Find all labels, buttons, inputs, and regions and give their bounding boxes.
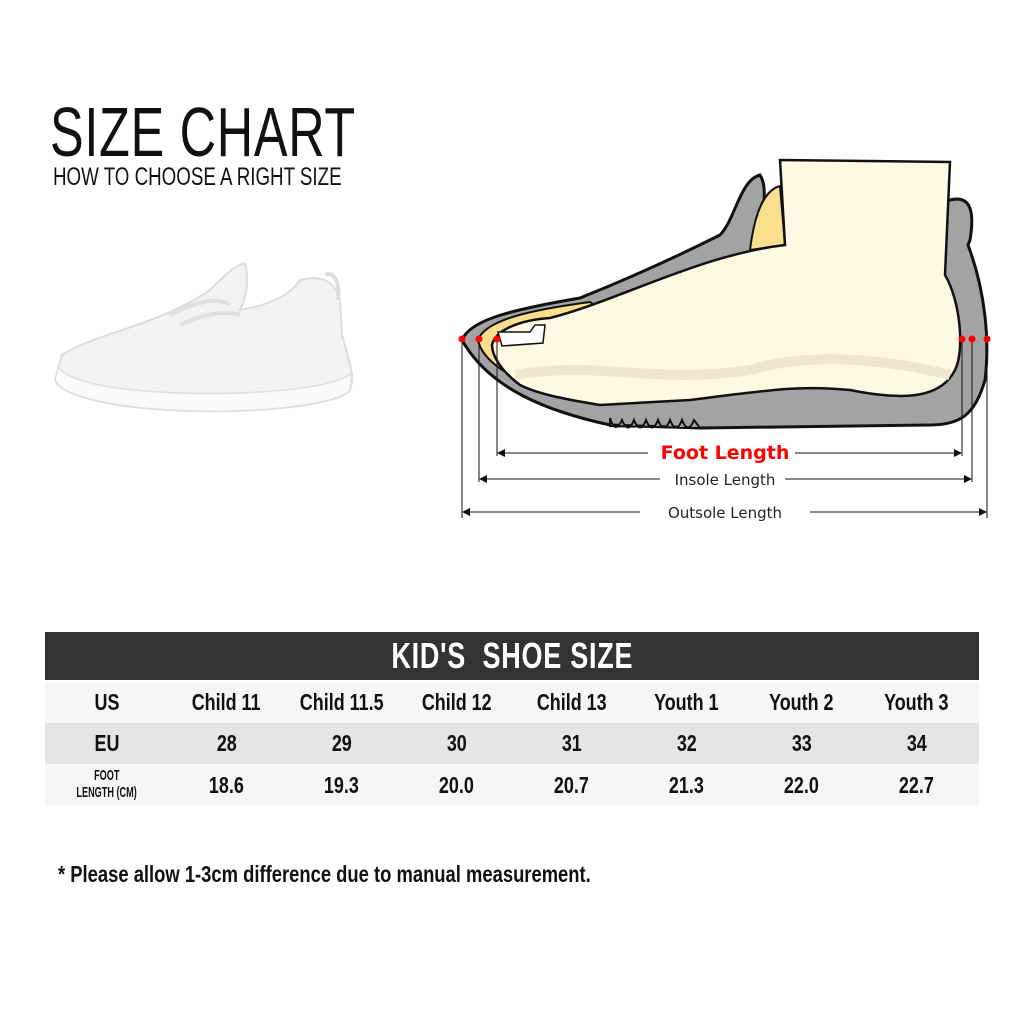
- table-cell: Child 11.5: [299, 689, 384, 715]
- table-cell: 28: [216, 730, 237, 756]
- table-cell: 18.6: [209, 771, 244, 798]
- foot-shape: [490, 158, 962, 407]
- page-subtitle: HOW TO CHOOSE A RIGHT SIZE: [53, 163, 342, 191]
- foot-length-label: Foot Length: [661, 442, 790, 464]
- table-title-bar: KID'S SHOE SIZE: [45, 632, 979, 680]
- table-cell: Child 13: [536, 689, 607, 715]
- table-cell: 34: [906, 730, 927, 756]
- row-label-line: LENGTH (CM): [76, 784, 138, 801]
- table-cell: 31: [561, 730, 582, 756]
- table-cell: 32: [676, 730, 697, 756]
- table-cell: 21.3: [669, 771, 704, 798]
- table-cell: 30: [446, 730, 467, 756]
- table-cell: Child 11: [192, 689, 261, 715]
- table-cell: 20.7: [554, 771, 589, 798]
- foot-measurement-diagram: Foot Length Insole Length Outsole Length: [458, 158, 991, 522]
- kids-shoe-size-table: KID'S SHOE SIZE US Child 11 Child 11.5 C…: [45, 632, 979, 806]
- white-sneaker-image: [53, 261, 353, 413]
- outsole-length-label: Outsole Length: [668, 504, 782, 522]
- table-cell: 20.0: [439, 771, 474, 798]
- page-title: SIZE CHART: [50, 93, 356, 171]
- insole-length-label: Insole Length: [675, 471, 776, 489]
- row-label: EU: [94, 730, 120, 756]
- table-row-foot-length: FOOT LENGTH (CM) 18.6 19.3 20.0 20.7 21.3…: [45, 764, 979, 806]
- table-row-eu: EU 28 29 30 31 32 33 34: [45, 723, 979, 764]
- table-cell: Youth 1: [654, 689, 719, 715]
- table-cell: 29: [331, 730, 352, 756]
- measurement-note: * Please allow 1-3cm difference due to m…: [58, 861, 591, 887]
- table-cell: 22.7: [899, 771, 934, 798]
- row-label-line: FOOT: [94, 767, 120, 784]
- table-row-us: US Child 11 Child 11.5 Child 12 Child 13…: [45, 682, 979, 723]
- table-title: KID'S SHOE SIZE: [391, 635, 633, 676]
- table-cell: 19.3: [324, 771, 359, 798]
- table-cell: 33: [791, 730, 812, 756]
- table-cell: Youth 2: [769, 689, 834, 715]
- table-cell: Youth 3: [884, 689, 949, 715]
- table-cell: Child 12: [421, 689, 492, 715]
- row-label: FOOT LENGTH (CM): [68, 767, 145, 801]
- row-label: US: [94, 689, 120, 715]
- table-cell: 22.0: [784, 771, 819, 798]
